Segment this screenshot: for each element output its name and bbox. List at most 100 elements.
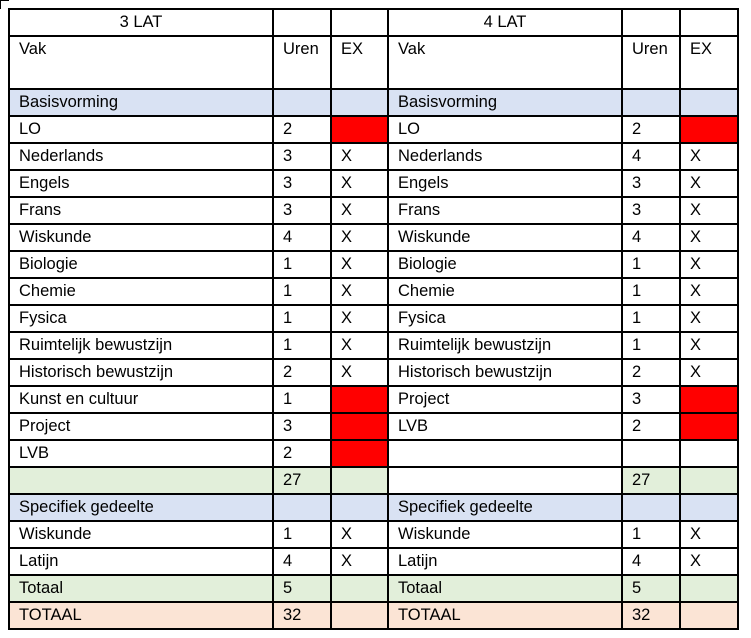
right-ex-cell: X xyxy=(679,331,739,360)
left-subtotal-ex xyxy=(330,466,389,495)
right-spec-ex xyxy=(679,493,739,522)
right-ex-cell: X xyxy=(679,304,739,333)
left-ex-cell: X xyxy=(330,331,389,360)
left-vak-cell: Project xyxy=(8,412,274,441)
right-grand-value: 32 xyxy=(621,601,681,630)
left-grand-ex xyxy=(330,601,389,630)
right-ex-cell: X xyxy=(679,520,739,549)
left-uren-cell: 4 xyxy=(272,223,332,252)
left-no-exam-marker xyxy=(330,412,389,441)
right-uren-cell: 4 xyxy=(621,547,681,576)
left-uren-cell: 3 xyxy=(272,412,332,441)
left-uren-cell: 2 xyxy=(272,439,332,468)
right-ex-cell: X xyxy=(679,277,739,306)
right-uren-cell: 2 xyxy=(621,358,681,387)
right-spec-uren xyxy=(621,493,681,522)
right-uren-cell: 4 xyxy=(621,142,681,171)
table-row: Wiskunde 1 X Wiskunde 1 X xyxy=(8,520,739,549)
left-spec-label: Specifiek gedeelte xyxy=(8,493,274,522)
right-spec-label: Specifiek gedeelte xyxy=(387,493,623,522)
left-uren-cell: 3 xyxy=(272,142,332,171)
left-col-ex: EX xyxy=(330,35,389,90)
right-uren-cell xyxy=(621,439,681,468)
table-row: Kunst en cultuur 1 Project 3 xyxy=(8,385,739,414)
left-uren-cell: 2 xyxy=(272,358,332,387)
right-vak-cell: Biologie xyxy=(387,250,623,279)
right-subtotal-spacer xyxy=(387,466,623,495)
left-vak-cell: Historisch bewustzijn xyxy=(8,358,274,387)
right-ex-cell: X xyxy=(679,250,739,279)
right-totaal-ex xyxy=(679,574,739,603)
right-uren-cell: 2 xyxy=(621,115,681,144)
lessentabel-table: 3 LAT 4 LAT Vak Uren EX Vak Uren EX Basi… xyxy=(8,8,739,630)
left-ex-cell: X xyxy=(330,223,389,252)
right-ex-cell: X xyxy=(679,142,739,171)
left-spec-uren xyxy=(272,493,332,522)
right-vak-cell: Latijn xyxy=(387,547,623,576)
right-col-uren: Uren xyxy=(621,35,681,90)
right-grand-ex xyxy=(679,601,739,630)
right-col-ex: EX xyxy=(679,35,739,90)
right-uren-cell: 1 xyxy=(621,250,681,279)
right-subtotal-ex xyxy=(679,466,739,495)
left-vak-cell: Biologie xyxy=(8,250,274,279)
table-row: Wiskunde 4 X Wiskunde 4 X xyxy=(8,223,739,252)
right-vak-cell xyxy=(387,439,623,468)
left-vak-cell: Kunst en cultuur xyxy=(8,385,274,414)
left-ex-cell: X xyxy=(330,277,389,306)
right-vak-cell: Nederlands xyxy=(387,142,623,171)
left-uren-cell: 4 xyxy=(272,547,332,576)
right-no-exam-marker xyxy=(679,385,739,414)
right-basis-label: Basisvorming xyxy=(387,88,623,117)
right-ex-cell: X xyxy=(679,547,739,576)
table-row: Fysica 1 X Fysica 1 X xyxy=(8,304,739,333)
right-title: 4 LAT xyxy=(387,8,623,37)
table-row: Project 3 LVB 2 xyxy=(8,412,739,441)
right-basis-subtotal: 27 xyxy=(621,466,681,495)
right-uren-cell: 4 xyxy=(621,223,681,252)
basisvorming-header-row: Basisvorming Basisvorming xyxy=(8,88,739,117)
left-uren-cell: 1 xyxy=(272,385,332,414)
left-col-uren: Uren xyxy=(272,35,332,90)
right-uren-cell: 3 xyxy=(621,196,681,225)
right-vak-cell: LO xyxy=(387,115,623,144)
right-uren-cell: 2 xyxy=(621,412,681,441)
table-row: Engels 3 X Engels 3 X xyxy=(8,169,739,198)
left-uren-cell: 2 xyxy=(272,115,332,144)
right-uren-cell: 1 xyxy=(621,331,681,360)
left-ex-cell: X xyxy=(330,358,389,387)
right-ex-cell: X xyxy=(679,196,739,225)
header-row: 3 LAT 4 LAT xyxy=(8,8,739,37)
left-ex-cell: X xyxy=(330,169,389,198)
left-uren-cell: 3 xyxy=(272,169,332,198)
right-uren-cell: 3 xyxy=(621,169,681,198)
left-ex-cell: X xyxy=(330,196,389,225)
left-vak-cell: Fysica xyxy=(8,304,274,333)
left-title: 3 LAT xyxy=(8,8,274,37)
left-uren-cell: 1 xyxy=(272,277,332,306)
right-vak-cell: Wiskunde xyxy=(387,223,623,252)
left-no-exam-marker xyxy=(330,439,389,468)
right-ex-cell: X xyxy=(679,169,739,198)
specifiek-header-row: Specifiek gedeelte Specifiek gedeelte xyxy=(8,493,739,522)
table-row: Ruimtelijk bewustzijn 1 X Ruimtelijk bewust… xyxy=(8,331,739,360)
right-no-exam-marker xyxy=(679,115,739,144)
left-subtotal-spacer xyxy=(8,466,274,495)
right-ex-cell xyxy=(679,439,739,468)
table-row: Frans 3 X Frans 3 X xyxy=(8,196,739,225)
left-uren-cell: 3 xyxy=(272,196,332,225)
left-vak-cell: Nederlands xyxy=(8,142,274,171)
left-ex-cell: X xyxy=(330,520,389,549)
table-row: Historisch bewustzijn 2 X Historisch bewust… xyxy=(8,358,739,387)
column-header-row: Vak Uren EX Vak Uren EX xyxy=(8,35,739,90)
table-anchor-mark xyxy=(0,0,9,9)
right-uren-cell: 1 xyxy=(621,520,681,549)
left-vak-cell: Engels xyxy=(8,169,274,198)
left-no-exam-marker xyxy=(330,385,389,414)
left-totaal-ex xyxy=(330,574,389,603)
right-vak-cell: Chemie xyxy=(387,277,623,306)
table-row: Latijn 4 X Latijn 4 X xyxy=(8,547,739,576)
left-vak-cell: Wiskunde xyxy=(8,520,274,549)
basis-subtotal-row: 27 27 xyxy=(8,466,739,495)
right-ex-cell: X xyxy=(679,358,739,387)
